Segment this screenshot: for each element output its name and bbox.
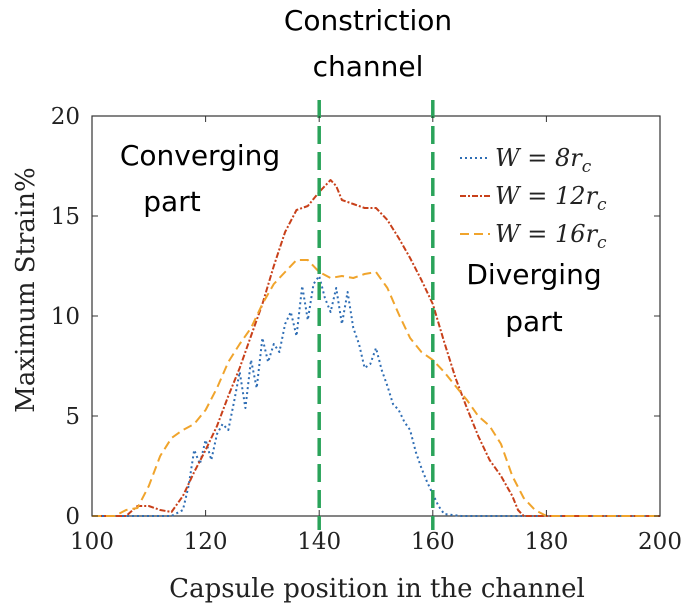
y-tick-label: 0: [65, 504, 80, 530]
annotation-diverging-line1: Diverging: [466, 258, 601, 291]
y-tick-label: 5: [65, 404, 80, 430]
x-tick-label: 180: [524, 529, 568, 555]
x-tick-label: 140: [297, 529, 341, 555]
series-line-2: [92, 179, 660, 517]
legend-label-subscript: c: [582, 157, 592, 177]
y-tick-label: 20: [51, 104, 80, 130]
legend-label-subscript: c: [597, 195, 607, 215]
y-axis-label: Maximum Strain%: [11, 167, 41, 412]
annotations: Constriction channel Converging part Div…: [120, 4, 602, 338]
legend-label-1: W = 8rc: [495, 144, 592, 177]
legend-label-main: W = 16r: [495, 220, 599, 248]
x-tick-label: 120: [184, 529, 228, 555]
series-line-3: [92, 259, 660, 517]
series-line-1: [92, 275, 660, 517]
annotation-constriction-line1: Constriction: [284, 4, 452, 37]
annotation-constriction-line2: channel: [313, 50, 424, 83]
plot-area-frame: [91, 115, 661, 517]
y-tick-label: 15: [51, 204, 80, 230]
legend-label-2: W = 12rc: [495, 182, 607, 215]
annotation-diverging-line2: part: [505, 305, 562, 338]
x-tick-label: 160: [411, 529, 455, 555]
x-tick-label: 100: [70, 529, 114, 555]
legend-label-subscript: c: [597, 233, 607, 253]
legend-label-3: W = 16rc: [495, 220, 607, 253]
legend-label-main: W = 12r: [495, 182, 599, 210]
x-axis-label: Capsule position in the channel: [169, 574, 585, 604]
legend-label-main: W = 8r: [495, 144, 583, 172]
annotation-converging-line1: Converging: [120, 139, 280, 172]
x-tick-label: 200: [638, 529, 682, 555]
y-tick-label: 10: [51, 304, 80, 330]
plot-lines: [92, 100, 660, 530]
annotation-converging-line2: part: [143, 185, 200, 218]
